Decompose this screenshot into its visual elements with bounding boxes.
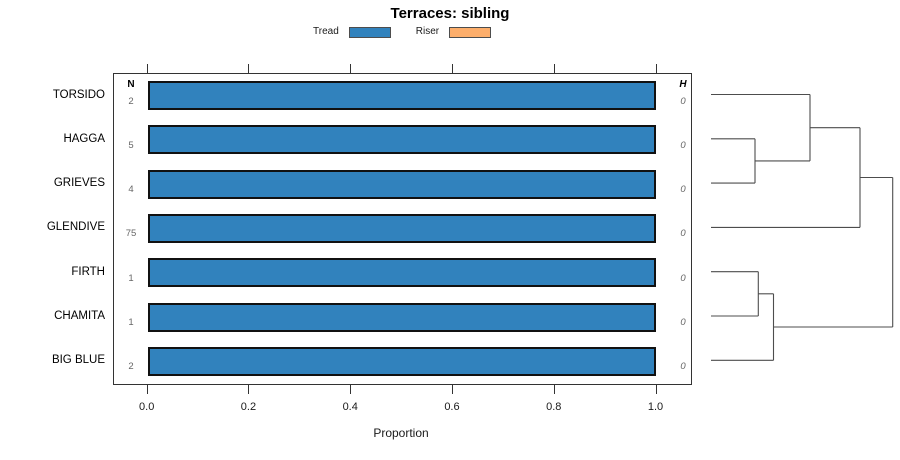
h-column-header: H bbox=[679, 79, 687, 90]
axis-tick-top bbox=[451, 64, 453, 73]
legend-swatch-riser-icon bbox=[449, 26, 492, 38]
bar-tread bbox=[147, 258, 657, 288]
bar-tread bbox=[147, 302, 657, 332]
x-axis-title: Proportion bbox=[373, 426, 429, 440]
legend-label-tread: Tread bbox=[313, 26, 339, 37]
n-column-header: N bbox=[127, 79, 135, 90]
chart-title: Terraces: sibling bbox=[390, 5, 510, 22]
h-value: 0 bbox=[680, 272, 686, 284]
h-value: 0 bbox=[680, 184, 686, 196]
legend: Tread Riser bbox=[313, 26, 492, 38]
axis-tick-bottom bbox=[248, 385, 250, 394]
axis-tick-top bbox=[146, 64, 148, 73]
n-value: 1 bbox=[128, 272, 134, 284]
legend-swatch-tread-icon bbox=[348, 26, 391, 38]
axis-tick-label: 0.6 bbox=[444, 401, 460, 413]
n-value: 75 bbox=[125, 228, 137, 240]
h-value: 0 bbox=[680, 139, 686, 151]
legend-item-tread: Tread bbox=[313, 26, 391, 38]
legend-item-riser: Riser bbox=[415, 26, 492, 38]
h-value: 0 bbox=[680, 95, 686, 107]
axis-tick-label: 0.4 bbox=[342, 401, 358, 413]
h-value: 0 bbox=[680, 228, 686, 240]
axis-tick-label: 0.2 bbox=[240, 401, 257, 413]
n-value: 2 bbox=[128, 361, 134, 373]
h-value: 0 bbox=[680, 317, 686, 328]
axis-tick-bottom bbox=[655, 385, 657, 394]
axis-tick-bottom bbox=[350, 385, 352, 394]
axis-tick-top bbox=[248, 64, 250, 73]
axis-tick-top bbox=[350, 64, 352, 73]
axis-tick-label: 0.8 bbox=[546, 401, 562, 413]
axis-tick-bottom bbox=[553, 385, 555, 394]
axis-tick-label: 1.0 bbox=[647, 401, 664, 413]
plot-area: N H 2 0 5 0 4 0 75 0 1 0 1 0 2 0 bbox=[113, 73, 692, 385]
n-value: 4 bbox=[128, 184, 134, 196]
category-label: CHAMITA bbox=[54, 310, 105, 322]
n-value: 1 bbox=[128, 317, 134, 328]
bar-tread bbox=[147, 213, 657, 243]
category-label: TORSIDO bbox=[52, 88, 105, 101]
n-value: 2 bbox=[128, 95, 134, 107]
axis-tick-bottom bbox=[451, 385, 453, 394]
h-value: 0 bbox=[680, 361, 686, 373]
bar-tread bbox=[147, 81, 657, 110]
axis-tick-label: 0.0 bbox=[139, 401, 155, 413]
category-label: GLENDIVE bbox=[46, 221, 105, 234]
axis-tick-top bbox=[553, 64, 555, 73]
category-label: HAGGA bbox=[63, 132, 105, 145]
category-label: FIRTH bbox=[71, 265, 105, 278]
category-label: BIG BLUE bbox=[51, 354, 105, 367]
legend-label-riser: Riser bbox=[415, 26, 440, 37]
bar-tread bbox=[147, 346, 657, 376]
bar-tread bbox=[147, 125, 657, 155]
bar-tread bbox=[147, 169, 657, 199]
category-label: GRIEVES bbox=[53, 177, 105, 190]
axis-tick-top bbox=[655, 64, 657, 73]
n-value: 5 bbox=[128, 139, 134, 151]
axis-tick-bottom bbox=[146, 385, 148, 394]
